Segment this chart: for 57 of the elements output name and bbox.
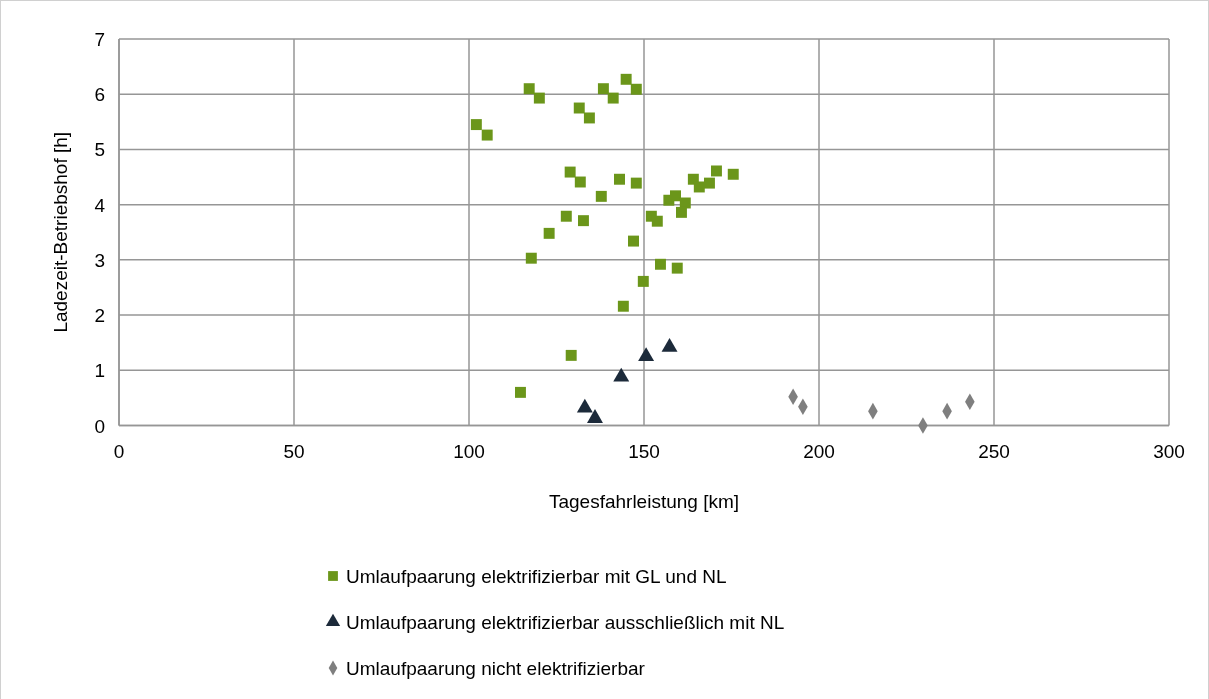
point [710, 165, 722, 177]
point [470, 119, 482, 131]
point [597, 83, 609, 95]
x-axis-title: Tagesfahrleistung [km] [548, 490, 740, 512]
point [651, 215, 663, 227]
y-tick-label: 6 [94, 84, 105, 106]
x-tick-label: 300 [1153, 440, 1185, 462]
x-tick-label: 200 [803, 440, 835, 462]
y-tick-label: 3 [94, 249, 105, 271]
legend-label: Umlaufpaarung nicht elektrifizierbar [346, 658, 646, 679]
point [614, 173, 625, 185]
point [481, 129, 493, 141]
y-tick-label: 1 [94, 360, 105, 382]
point [628, 235, 639, 247]
point [574, 176, 586, 188]
point [587, 409, 603, 423]
point [607, 92, 619, 104]
point [675, 206, 687, 218]
point [620, 73, 632, 85]
point [613, 367, 630, 382]
x-tick-label: 0 [113, 440, 125, 462]
point [577, 215, 589, 227]
point [525, 252, 537, 264]
point [564, 166, 576, 178]
x-tick-label: 150 [628, 440, 660, 462]
point [560, 210, 572, 222]
point [693, 181, 705, 193]
x-tick-label: 100 [453, 440, 485, 462]
point [573, 102, 585, 114]
point [565, 349, 577, 361]
point [543, 227, 555, 239]
point [670, 190, 681, 202]
point [654, 258, 666, 270]
y-tick-label: 0 [94, 415, 105, 437]
point [637, 275, 649, 287]
point [727, 168, 739, 180]
y-tick-label: 4 [94, 194, 106, 216]
point [630, 177, 642, 189]
x-tick-label: 250 [978, 440, 1010, 462]
point [638, 347, 655, 362]
point [533, 92, 545, 104]
point [630, 83, 642, 95]
point [576, 398, 593, 413]
point [595, 190, 607, 202]
point [617, 300, 629, 312]
legend-label: Umlaufpaarung elektrifizierbar mit GL und NL [346, 566, 727, 587]
point [583, 112, 595, 124]
y-tick-label: 5 [94, 139, 105, 161]
point [523, 83, 535, 95]
point [703, 177, 715, 189]
x-tick-label: 50 [283, 440, 305, 462]
y-tick-label: 2 [94, 305, 105, 327]
y-axis-title: Ladezeit-Betriebshof [h] [50, 131, 71, 333]
legend-label: Umlaufpaarung elektrifizierbar ausschließlich mit NL [346, 612, 785, 633]
y-tick-label: 7 [94, 29, 105, 50]
point [671, 262, 683, 274]
point [514, 386, 526, 398]
